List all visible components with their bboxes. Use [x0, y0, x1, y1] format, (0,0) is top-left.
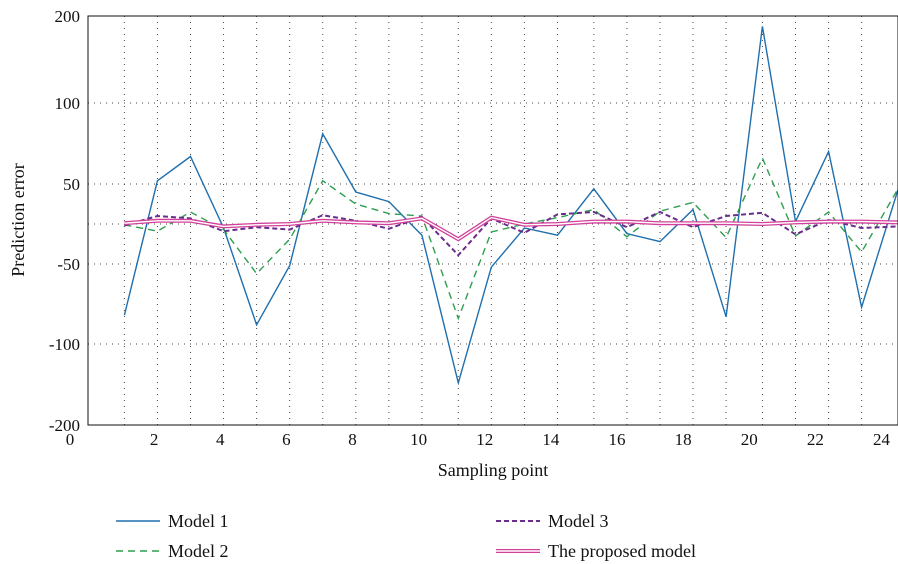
series-line-4 — [124, 215, 898, 242]
y-tick-label: -50 — [57, 255, 80, 274]
y-tick-label: 200 — [55, 7, 81, 26]
x-axis-ticks: 0 2 4 6 8 10 12 14 16 18 20 22 24 — [66, 430, 891, 449]
x-tick-label: 8 — [348, 430, 357, 449]
y-axis-label: Prediction error — [8, 163, 28, 276]
legend-label: The proposed model — [548, 541, 696, 561]
x-tick-label: 22 — [807, 430, 824, 449]
series-line-1 — [123, 26, 898, 386]
y-tick-label: 100 — [55, 94, 81, 113]
legend-label: Model 3 — [548, 511, 609, 531]
legend-item-4: The proposed model — [496, 541, 696, 561]
series-line-3 — [124, 210, 898, 257]
x-tick-label: 10 — [410, 430, 427, 449]
x-tick-label: 6 — [282, 430, 291, 449]
legend-label: Model 1 — [168, 511, 229, 531]
x-tick-label: 2 — [150, 430, 159, 449]
x-tick-label: 4 — [216, 430, 225, 449]
x-tick-label: 18 — [675, 430, 692, 449]
legend-item-1: Model 1 — [116, 511, 229, 531]
legend-label: Model 2 — [168, 541, 229, 561]
y-tick-label: -200 — [49, 416, 80, 435]
y-tick-label: 50 — [63, 175, 80, 194]
x-tick-label: 20 — [741, 430, 758, 449]
y-tick-label: -100 — [49, 335, 80, 354]
x-tick-label: 14 — [542, 430, 560, 449]
grid — [88, 16, 898, 425]
legend: Model 1 Model 2 Model 3 The proposed model — [116, 511, 696, 561]
x-tick-label: 0 — [66, 430, 75, 449]
legend-item-3: Model 3 — [496, 511, 609, 531]
x-tick-label: 12 — [476, 430, 493, 449]
x-tick-label: 24 — [873, 430, 891, 449]
plot-frame — [87, 15, 898, 426]
series-line-2 — [124, 156, 898, 321]
y-axis-ticks: 200 100 50 -50 -100 -200 — [49, 7, 80, 435]
x-axis-label: Sampling point — [438, 460, 549, 480]
series-lines — [123, 26, 898, 386]
x-tick-label: 16 — [608, 430, 625, 449]
legend-item-2: Model 2 — [116, 541, 229, 561]
